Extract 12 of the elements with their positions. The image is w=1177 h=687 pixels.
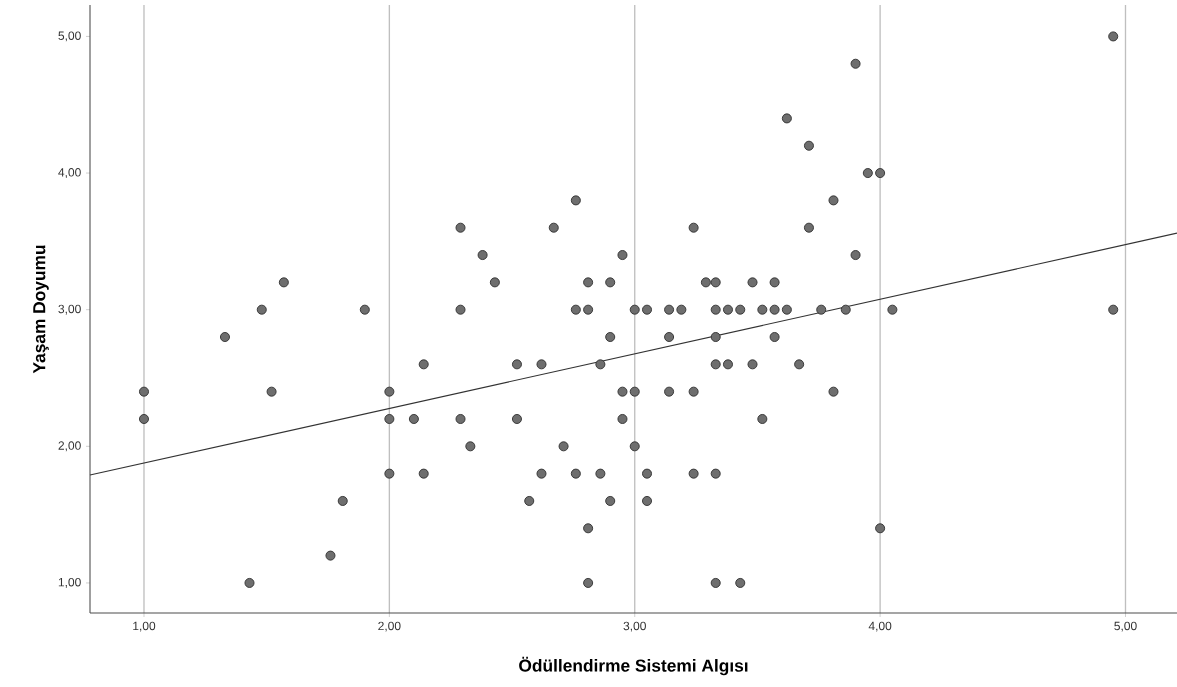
y-tick-label: 3,00 bbox=[58, 304, 81, 315]
x-tick-label: 4,00 bbox=[868, 621, 892, 632]
y-axis-title: Yaşam Doyumu bbox=[33, 245, 49, 374]
y-tick-label: 5,00 bbox=[58, 31, 81, 42]
x-tick-label: 5,00 bbox=[1114, 621, 1137, 632]
y-tick-label: 4,00 bbox=[58, 168, 81, 178]
x-tick-label: 3,00 bbox=[623, 621, 646, 632]
x-tick-label: 1,00 bbox=[133, 621, 156, 632]
y-tick-label: 1,00 bbox=[58, 577, 81, 588]
x-tick-label: 2,00 bbox=[378, 621, 401, 632]
y-tick-label: 2,00 bbox=[58, 441, 81, 452]
x-axis-title: Ödüllendirme Sistemi Algısı bbox=[519, 656, 748, 676]
